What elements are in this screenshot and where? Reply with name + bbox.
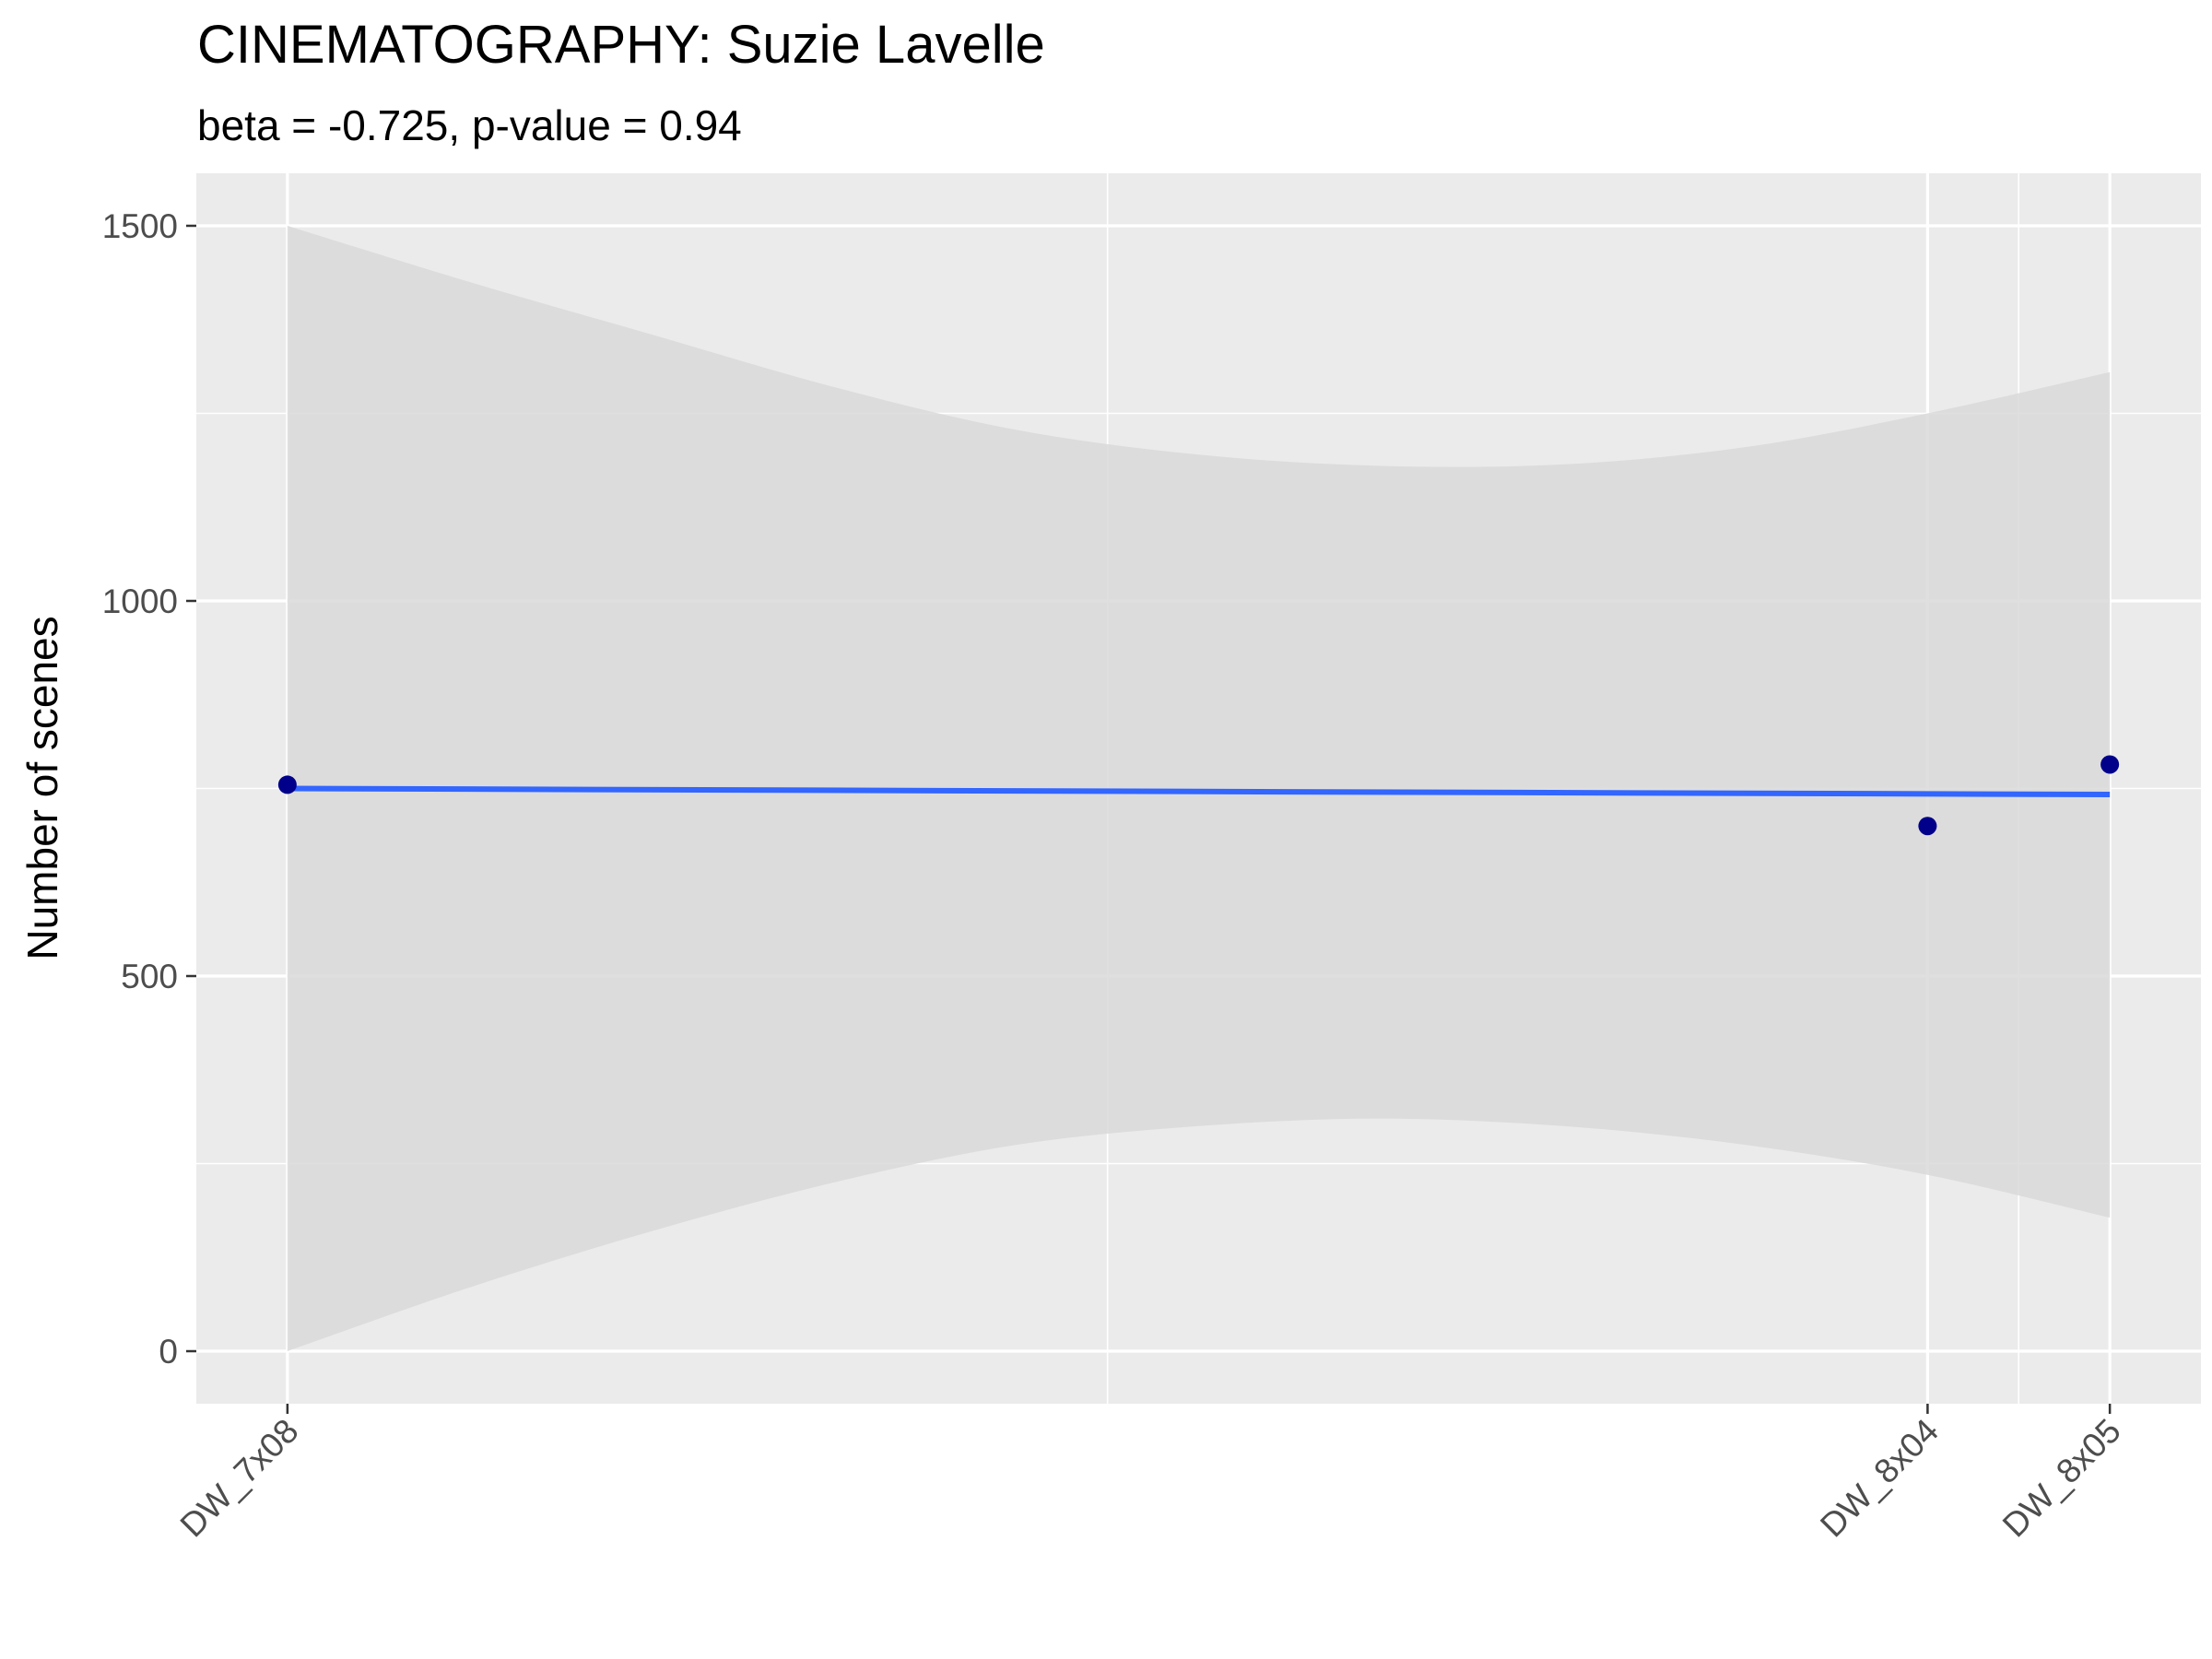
x-tick-label: DW_8x04 bbox=[1813, 1412, 1946, 1545]
data-point-dw-8x05 bbox=[2100, 755, 2120, 774]
chart-title: CINEMATOGRAPHY: Suzie Lavelle bbox=[197, 15, 1045, 75]
y-axis: 0 500 1000 1500 bbox=[102, 207, 196, 1371]
x-tick-label: DW_7x08 bbox=[173, 1412, 306, 1545]
x-axis: DW_7x08 DW_8x04 DW_8x05 bbox=[173, 1404, 2128, 1545]
y-axis-title: Number of scenes bbox=[18, 616, 66, 959]
data-point-dw-8x04 bbox=[1918, 817, 1937, 836]
confidence-band-area bbox=[287, 225, 2111, 1352]
y-tick-label: 1000 bbox=[102, 582, 178, 620]
confidence-band bbox=[287, 225, 2111, 1352]
regression-line bbox=[287, 785, 2111, 798]
y-tick-label: 1500 bbox=[102, 207, 178, 245]
y-tick-label: 500 bbox=[121, 958, 178, 995]
data-points bbox=[277, 755, 2120, 836]
chart-subtitle: beta = -0.725, p-value = 0.94 bbox=[197, 101, 742, 149]
x-tick-label: DW_8x05 bbox=[1995, 1412, 2128, 1545]
fit-line bbox=[287, 785, 2111, 798]
data-point-dw-7x08 bbox=[277, 775, 297, 794]
y-tick-label: 0 bbox=[159, 1333, 178, 1371]
